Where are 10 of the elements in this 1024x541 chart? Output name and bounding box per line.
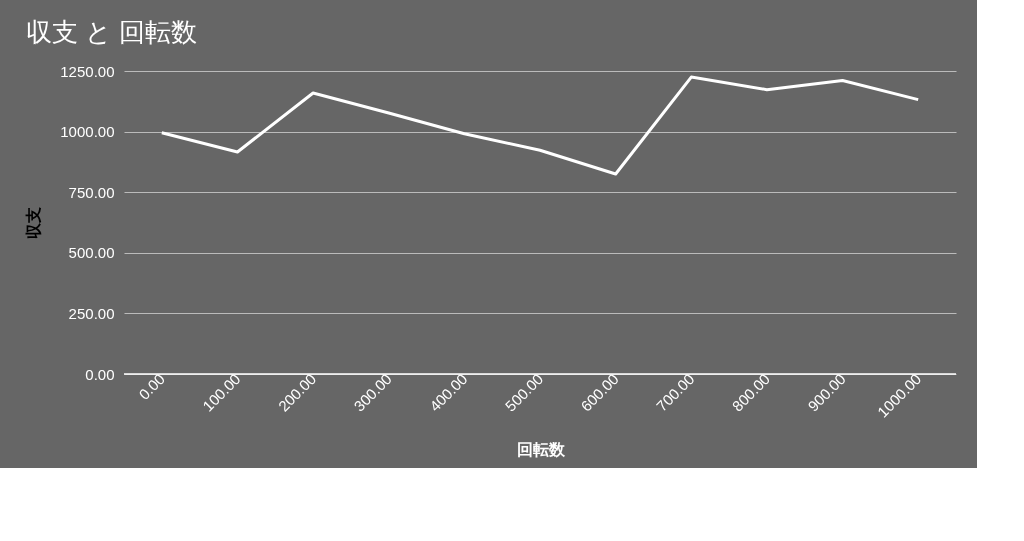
y-tick-label: 250.00: [68, 304, 115, 322]
y-tick-label: 1250.00: [60, 62, 115, 80]
y-axis-title: 収支: [25, 207, 43, 239]
x-axis-title: 回転数: [516, 441, 566, 459]
y-tick-label: 750.00: [68, 183, 115, 201]
y-tick-label: 500.00: [68, 244, 115, 262]
x-tick-label: 0.00: [135, 370, 168, 403]
line-series: [160, 75, 920, 176]
y-tick-label: 1000.00: [60, 123, 115, 141]
chart-title: 収支 と 回転数: [25, 17, 198, 47]
